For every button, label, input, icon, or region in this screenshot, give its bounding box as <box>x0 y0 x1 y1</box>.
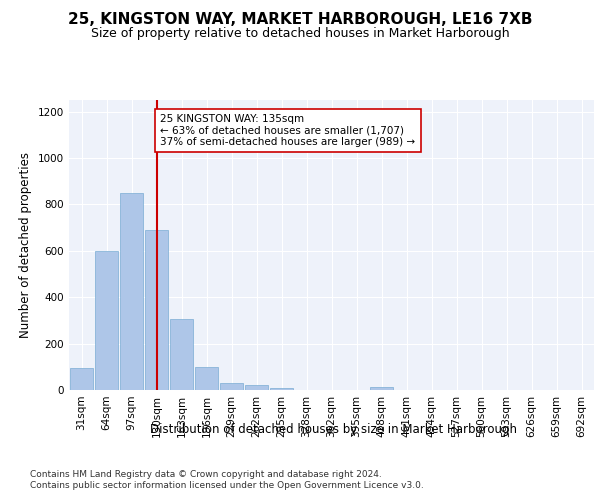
Text: 25, KINGSTON WAY, MARKET HARBOROUGH, LE16 7XB: 25, KINGSTON WAY, MARKET HARBOROUGH, LE1… <box>68 12 532 28</box>
Bar <box>245 386 268 390</box>
Bar <box>270 388 293 390</box>
Text: Distribution of detached houses by size in Market Harborough: Distribution of detached houses by size … <box>149 422 517 436</box>
Bar <box>195 367 218 390</box>
Bar <box>220 383 243 390</box>
Bar <box>95 251 118 390</box>
Y-axis label: Number of detached properties: Number of detached properties <box>19 152 32 338</box>
Text: Contains public sector information licensed under the Open Government Licence v3: Contains public sector information licen… <box>30 481 424 490</box>
Text: 25 KINGSTON WAY: 135sqm
← 63% of detached houses are smaller (1,707)
37% of semi: 25 KINGSTON WAY: 135sqm ← 63% of detache… <box>160 114 415 147</box>
Bar <box>145 230 168 390</box>
Bar <box>370 386 393 390</box>
Text: Contains HM Land Registry data © Crown copyright and database right 2024.: Contains HM Land Registry data © Crown c… <box>30 470 382 479</box>
Bar <box>170 319 193 390</box>
Bar <box>120 193 143 390</box>
Text: Size of property relative to detached houses in Market Harborough: Size of property relative to detached ho… <box>91 28 509 40</box>
Bar <box>70 368 93 390</box>
